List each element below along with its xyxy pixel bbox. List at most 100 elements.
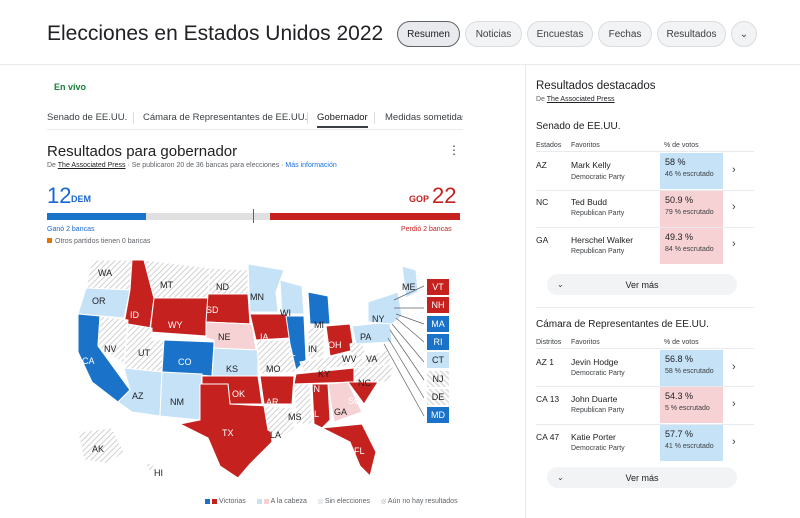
subtab-camara[interactable]: Cámara de Representantes de EE.UU. <box>143 112 308 123</box>
legend-label: Aún no hay resultados <box>387 498 458 505</box>
title-menu-icon[interactable]: ⋮ <box>333 26 346 41</box>
state-GA[interactable] <box>327 381 363 423</box>
map-label: AR <box>266 397 279 407</box>
reported-pct: 46 % escrutado <box>665 171 714 178</box>
map-label: ND <box>216 282 229 292</box>
more-options-icon[interactable]: ⋮ <box>448 143 460 157</box>
source-link[interactable]: The Associated Press <box>57 162 126 169</box>
map-label: FL <box>354 446 365 456</box>
subtab-gobernador[interactable]: Gobernador <box>317 112 368 128</box>
chip-encuestas[interactable]: Encuestas <box>527 21 593 47</box>
row-state: GA <box>536 235 549 245</box>
senate-see-more-button[interactable]: ⌄ Ver más <box>547 274 737 295</box>
subtab-senado[interactable]: Senado de EE.UU. <box>47 112 128 123</box>
col-header-states: Estados <box>536 142 562 149</box>
state-PA[interactable] <box>351 321 393 345</box>
chip-resultados[interactable]: Resultados <box>657 21 726 47</box>
reported-pct: 84 % escrutado <box>665 246 714 253</box>
row-candidate: Jevin Hodge <box>571 357 619 367</box>
map-label: IN <box>308 344 317 354</box>
state-box-de[interactable]: DE <box>427 389 449 405</box>
map-label: WI <box>280 308 291 318</box>
subtab-divider <box>307 112 308 124</box>
other-party-swatch <box>47 238 52 243</box>
state-box-md[interactable]: MD <box>427 407 449 423</box>
vote-pct: 58 % <box>665 157 686 167</box>
state-NM[interactable] <box>159 371 203 421</box>
live-badge: En vivo <box>54 82 87 92</box>
state-AL[interactable] <box>311 383 331 429</box>
chevron-right-icon[interactable]: › <box>732 164 736 176</box>
map-label: MI <box>314 320 324 330</box>
chip-noticias[interactable]: Noticias <box>465 21 522 47</box>
leader-line <box>389 329 425 381</box>
state-box-nj[interactable]: NJ <box>427 371 449 387</box>
state-MI[interactable] <box>307 291 331 325</box>
state-KY[interactable] <box>299 353 349 373</box>
row-divider <box>536 386 754 387</box>
subtab-medidas[interactable]: Medidas sometidas <box>385 112 463 123</box>
state-box-ma[interactable]: MA <box>427 316 449 332</box>
state-IN[interactable] <box>307 327 325 361</box>
state-box-ct[interactable]: CT <box>427 352 449 368</box>
state-MO[interactable] <box>255 339 299 375</box>
chip-resumen[interactable]: Resumen <box>397 21 460 47</box>
state-LA[interactable] <box>263 405 295 439</box>
chevron-right-icon[interactable]: › <box>732 238 736 250</box>
state-SC[interactable] <box>347 381 379 405</box>
row-candidate: John Duarte <box>571 394 618 404</box>
state-ME[interactable] <box>401 265 419 299</box>
state-FL[interactable] <box>320 423 377 477</box>
source-link[interactable]: The Associated Press <box>546 96 615 103</box>
state-WY[interactable] <box>149 297 209 337</box>
state-MT[interactable] <box>143 259 211 299</box>
state-MN[interactable] <box>247 263 285 313</box>
chevron-right-icon[interactable]: › <box>732 436 736 448</box>
see-more-label: Ver más <box>625 279 659 290</box>
state-box-vt[interactable]: VT <box>427 279 449 295</box>
state-NE[interactable] <box>205 321 257 351</box>
map-label: GA <box>334 407 347 417</box>
featured-results-title: Resultados destacados <box>536 80 656 92</box>
row-party: Democratic Party <box>571 370 625 377</box>
state-HI[interactable] <box>142 461 159 473</box>
map-label: NY <box>372 314 385 324</box>
map-label: NV <box>104 344 117 354</box>
vote-pct: 56.8 % <box>665 354 694 364</box>
governor-results-title: Resultados para gobernador <box>47 143 238 160</box>
state-AK[interactable] <box>77 427 125 465</box>
vote-pct-box: 49.3 % 84 % escrutado <box>660 228 723 264</box>
state-WI[interactable] <box>279 279 305 315</box>
gop-seat-count: 22 <box>432 183 457 208</box>
map-label: WA <box>98 268 112 278</box>
vote-pct: 49.3 % <box>665 232 694 242</box>
legend-sin-resultados: Aún no hay resultados <box>380 498 458 505</box>
dem-seat-count: 12 <box>47 183 72 208</box>
state-TX[interactable] <box>178 383 273 479</box>
us-governor-map[interactable]: WA MT ND MN WI MI OR ID SD WY NE IA IL I… <box>72 252 462 487</box>
leader-line <box>395 317 425 343</box>
chevron-right-icon[interactable]: › <box>732 201 736 213</box>
chevron-down-icon[interactable]: ⌄ <box>731 21 757 47</box>
map-label: SD <box>206 305 219 315</box>
gop-progress-bar <box>270 213 460 220</box>
chip-fechas[interactable]: Fechas <box>598 21 652 47</box>
map-label: PA <box>360 332 371 342</box>
leader-line <box>383 343 425 417</box>
page-title: Elecciones en Estados Unidos 2022 <box>47 22 384 45</box>
state-NY[interactable] <box>367 291 403 325</box>
source-prefix: De <box>47 162 58 169</box>
chevron-right-icon[interactable]: › <box>732 398 736 410</box>
more-info-link[interactable]: Más información <box>285 162 337 169</box>
chevron-right-icon[interactable]: › <box>732 361 736 373</box>
state-box-ri[interactable]: RI <box>427 334 449 350</box>
state-NC[interactable] <box>353 363 395 383</box>
panel-divider <box>525 65 526 518</box>
state-box-nh[interactable]: NH <box>427 297 449 313</box>
map-label: KY <box>318 369 330 379</box>
house-see-more-button[interactable]: ⌄ Ver más <box>547 467 737 488</box>
state-AR[interactable] <box>259 375 295 405</box>
dem-label: DEM <box>71 194 91 204</box>
map-label: MO <box>266 364 281 374</box>
state-OR[interactable] <box>77 287 131 319</box>
